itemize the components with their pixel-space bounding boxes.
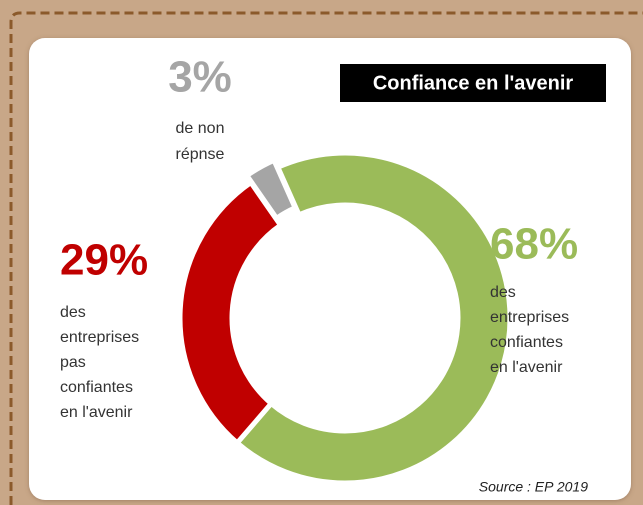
segment-label: des xyxy=(490,284,516,301)
donut-segment xyxy=(177,179,284,447)
segment-label: entreprises xyxy=(60,329,139,346)
chart-title: Confiance en l'avenir xyxy=(373,72,574,94)
dashed-border xyxy=(9,11,643,505)
segment-label: en l'avenir xyxy=(490,359,563,376)
segment-label: pas xyxy=(60,354,86,371)
value-label: 29% xyxy=(60,236,148,285)
segment-label: entreprises xyxy=(490,309,569,326)
donut-segment xyxy=(243,156,299,222)
source: Source : EP 2019 xyxy=(479,479,588,495)
segment-label: confiantes xyxy=(490,334,563,351)
segment-label: confiantes xyxy=(60,379,133,396)
value-label: 3% xyxy=(168,53,232,102)
segment-label: des xyxy=(60,304,86,321)
segment-label: de non xyxy=(176,120,225,137)
segment-label: en l'avenir xyxy=(60,404,133,421)
value-label: 68% xyxy=(490,220,578,269)
donut-segment xyxy=(233,150,513,486)
segment-label: répnse xyxy=(176,146,225,163)
title-box xyxy=(340,64,606,102)
